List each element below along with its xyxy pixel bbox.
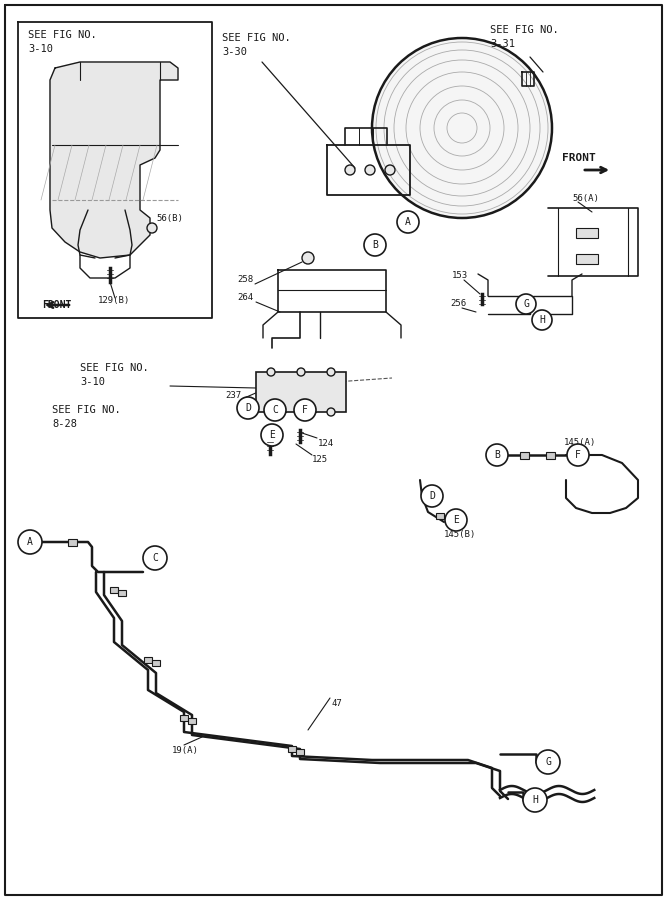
Text: 264: 264 — [237, 292, 253, 302]
Circle shape — [516, 294, 536, 314]
Circle shape — [327, 408, 335, 416]
Bar — [436, 513, 444, 519]
Bar — [421, 489, 429, 495]
Circle shape — [523, 788, 547, 812]
Circle shape — [297, 408, 305, 416]
Circle shape — [267, 408, 275, 416]
Text: 19(A): 19(A) — [172, 745, 199, 754]
Bar — [188, 718, 196, 724]
Text: H: H — [532, 795, 538, 805]
Circle shape — [327, 368, 335, 376]
Text: 3-31: 3-31 — [490, 39, 515, 49]
Circle shape — [397, 211, 419, 233]
Text: C: C — [152, 553, 158, 563]
Text: 258: 258 — [237, 275, 253, 284]
Text: D: D — [245, 403, 251, 413]
Circle shape — [264, 399, 286, 421]
Circle shape — [143, 546, 167, 570]
Text: 3-10: 3-10 — [80, 377, 105, 387]
Text: 124: 124 — [318, 438, 334, 447]
Text: 237: 237 — [225, 391, 241, 400]
Text: G: G — [523, 299, 529, 309]
Text: E: E — [453, 515, 459, 525]
Text: A: A — [405, 217, 411, 227]
Bar — [152, 660, 160, 666]
Polygon shape — [50, 62, 178, 258]
Bar — [180, 715, 188, 721]
Text: 56(A): 56(A) — [572, 194, 599, 202]
Circle shape — [237, 397, 259, 419]
Text: SEE FIG NO.: SEE FIG NO. — [52, 405, 121, 415]
Text: FRONT: FRONT — [42, 300, 71, 310]
Text: SEE FIG NO.: SEE FIG NO. — [222, 33, 291, 43]
Bar — [576, 228, 598, 238]
Text: F: F — [302, 405, 308, 415]
Circle shape — [567, 444, 589, 466]
Text: 3-30: 3-30 — [222, 47, 247, 57]
Bar — [546, 452, 554, 458]
Circle shape — [364, 234, 386, 256]
Circle shape — [261, 424, 283, 446]
Text: 129(B): 129(B) — [98, 295, 130, 304]
Text: 47: 47 — [332, 698, 343, 707]
Bar — [118, 590, 126, 596]
Circle shape — [365, 165, 375, 175]
Circle shape — [18, 530, 42, 554]
Text: SEE FIG NO.: SEE FIG NO. — [28, 30, 97, 40]
Circle shape — [385, 165, 395, 175]
Circle shape — [267, 368, 275, 376]
Bar — [110, 587, 118, 593]
Text: SEE FIG NO.: SEE FIG NO. — [490, 25, 559, 35]
Text: SEE FIG NO.: SEE FIG NO. — [80, 363, 149, 373]
Circle shape — [532, 310, 552, 330]
Circle shape — [486, 444, 508, 466]
Bar — [67, 538, 77, 545]
Text: H: H — [539, 315, 545, 325]
Circle shape — [345, 165, 355, 175]
Text: 153: 153 — [452, 271, 468, 280]
Text: A: A — [27, 537, 33, 547]
Circle shape — [536, 750, 560, 774]
Circle shape — [147, 223, 157, 233]
Text: G: G — [545, 757, 551, 767]
Text: 8-28: 8-28 — [52, 419, 77, 429]
Bar — [576, 254, 598, 264]
Bar — [296, 749, 304, 755]
Text: 125: 125 — [312, 455, 328, 464]
Circle shape — [372, 38, 552, 218]
Text: 256: 256 — [450, 300, 466, 309]
Text: B: B — [494, 450, 500, 460]
Text: F: F — [575, 450, 581, 460]
Text: 145(A): 145(A) — [564, 438, 596, 447]
Circle shape — [302, 252, 314, 264]
Circle shape — [421, 485, 443, 507]
Circle shape — [445, 509, 467, 531]
Circle shape — [297, 368, 305, 376]
Text: 3-10: 3-10 — [28, 44, 53, 54]
Text: B: B — [372, 240, 378, 250]
Text: FRONT: FRONT — [562, 153, 596, 163]
Text: C: C — [272, 405, 278, 415]
Bar — [288, 746, 296, 752]
Text: E: E — [269, 430, 275, 440]
Text: D: D — [429, 491, 435, 501]
Bar — [144, 657, 152, 663]
Bar — [520, 452, 528, 458]
Bar — [256, 372, 346, 412]
Text: 145(B): 145(B) — [444, 529, 476, 538]
Circle shape — [294, 399, 316, 421]
Text: 56(B): 56(B) — [156, 213, 183, 222]
